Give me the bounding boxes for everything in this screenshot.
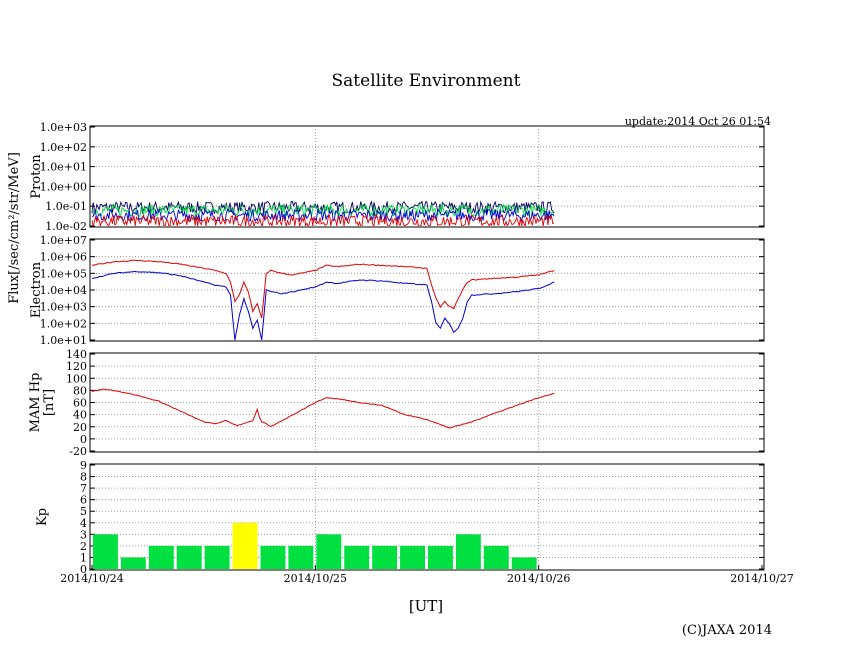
y-tick-label: 1.0e+00	[40, 180, 87, 193]
kp-bar	[511, 557, 537, 569]
kp-bar	[316, 534, 342, 569]
y-tick-label: 0	[80, 433, 87, 446]
series-red	[91, 388, 555, 429]
kp-bar	[455, 534, 481, 569]
y-tick-label: 60	[73, 397, 87, 410]
kp-bar	[344, 545, 370, 569]
y-tick-label: 1	[80, 551, 87, 564]
kp-bar	[400, 545, 425, 569]
series-red	[91, 259, 555, 319]
panel-ylabel: Kp	[35, 508, 50, 526]
x-tick-label: 2014/10/24	[60, 572, 123, 585]
panel-0: 1.0e-02 1.0e-01 1.0e+00 1.0e+01 1.0e+02 1.0e+…	[29, 121, 765, 233]
plot-area	[91, 388, 555, 429]
kp-bar	[288, 545, 314, 569]
plot-area	[93, 522, 537, 569]
y-tick-label: 1.0e+01	[40, 161, 87, 174]
panel-ylabel: Proton	[29, 154, 44, 199]
panel-ylabel: MAM Hp	[28, 373, 43, 433]
flux-label: Flux[/sec/cm²/str/MeV]	[7, 152, 22, 304]
y-tick-label: 3	[80, 528, 87, 541]
kp-bar	[372, 545, 398, 569]
y-tick-label: 1.0e+04	[40, 284, 87, 297]
plot-area	[91, 259, 555, 340]
y-tick-label: 1.0e-02	[45, 220, 87, 233]
kp-bar	[148, 545, 174, 569]
x-tick-label: 2014/10/27	[730, 572, 793, 585]
x-axis-label: [UT]	[409, 597, 443, 615]
y-tick-label: 1.0e+06	[40, 251, 87, 264]
y-tick-label: 1.0e+02	[40, 141, 87, 154]
series-red	[91, 214, 555, 226]
y-tick-label: 9	[80, 459, 87, 472]
kp-bar	[204, 545, 230, 569]
y-tick-label: 0	[80, 563, 87, 576]
x-tick-label: 2014/10/26	[507, 572, 570, 585]
y-tick-label: -20	[69, 445, 87, 458]
y-tick-label: 1.0e+02	[40, 317, 87, 330]
y-tick-label: 140	[66, 348, 87, 361]
series-blue	[91, 207, 555, 223]
y-tick-label: 20	[73, 421, 87, 434]
update-text: update:2014 Oct 26 01:54	[625, 115, 771, 128]
y-tick-label: 1.0e+05	[40, 267, 87, 280]
series-navy	[91, 200, 555, 215]
y-tick-label: 1.0e+01	[40, 334, 87, 347]
y-tick-label: 120	[66, 360, 87, 373]
y-tick-label: 1.0e+03	[40, 121, 87, 134]
kp-bar	[232, 522, 258, 569]
kp-bar	[483, 545, 509, 569]
kp-bar	[120, 557, 146, 569]
panel-frame	[89, 463, 765, 571]
y-tick-label: 5	[80, 505, 87, 518]
panel-frame	[89, 125, 765, 228]
y-tick-label: 1.0e+03	[40, 301, 87, 314]
y-tick-label: 2	[80, 540, 87, 553]
kp-bar	[176, 545, 202, 569]
y-tick-label: 6	[80, 494, 87, 507]
y-tick-label: 40	[73, 409, 87, 422]
y-tick-label: 1.0e+07	[40, 234, 87, 247]
panel-1: 1.0e+01 1.0e+02 1.0e+03 1.0e+04 1.0e+05 1.0e+…	[29, 234, 765, 347]
copyright: (C)JAXA 2014	[682, 623, 772, 638]
x-tick-label: 2014/10/25	[284, 572, 347, 585]
y-tick-label: 80	[73, 384, 87, 397]
kp-bar	[428, 545, 453, 569]
panel-ylabel: [nT]	[42, 389, 57, 416]
panel-ylabel: Electron	[29, 261, 44, 318]
series-blue	[91, 270, 555, 340]
y-tick-label: 7	[80, 482, 87, 495]
y-tick-label: 1.0e-01	[45, 200, 87, 213]
plot-area	[91, 200, 555, 226]
y-tick-label: 4	[80, 517, 87, 530]
chart-title: Satellite Environment	[332, 71, 521, 91]
kp-bar	[260, 545, 286, 569]
y-tick-label: 100	[66, 372, 87, 385]
kp-bar	[93, 534, 118, 569]
y-tick-label: 8	[80, 471, 87, 484]
